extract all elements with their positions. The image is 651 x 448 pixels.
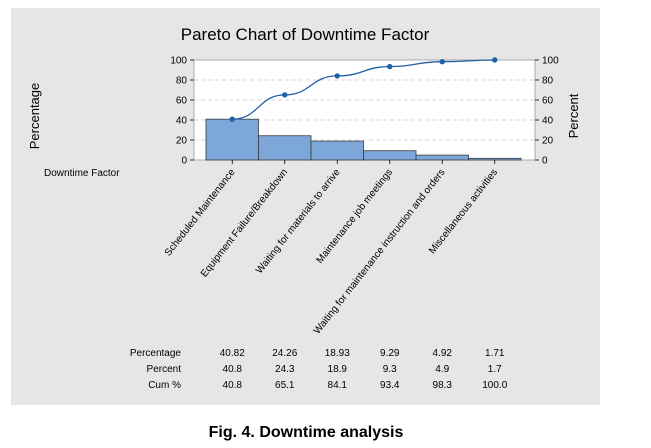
bar-3: [310, 140, 364, 161]
x-tick-label: Waiting for materials to arrive: [254, 167, 343, 276]
cumulative-point-5: [439, 59, 445, 65]
table-cell: 18.9: [328, 364, 348, 375]
y-tick-label-right: 20: [542, 136, 554, 147]
cumulative-point-4: [387, 63, 393, 70]
table-cell: 40.82: [220, 348, 245, 359]
cumulative-line: [232, 59, 495, 120]
y-tick-label-right: 100: [542, 56, 559, 67]
table-cell: 1.71: [485, 348, 505, 359]
table-row-label: Percent: [147, 364, 182, 375]
chart-panel: Pareto Chart of Downtime Factor Percenta…: [11, 8, 600, 405]
table-cell: 4.9: [435, 364, 449, 375]
table-cell: 24.26: [272, 348, 297, 359]
y-tick-label-right: 0: [542, 156, 548, 167]
cumulative-point-2: [282, 92, 288, 98]
table-cell: 9.3: [383, 364, 397, 375]
table-cell: 65.1: [275, 380, 295, 391]
bar-4: [363, 150, 417, 161]
table-cell: 84.1: [328, 380, 348, 391]
cumulative-point-1: [229, 116, 235, 122]
table-cell: 100.0: [482, 380, 507, 391]
bar-2: [258, 135, 312, 161]
y-tick-label-left: 0: [181, 156, 187, 167]
table-cell: 1.7: [488, 364, 502, 375]
figure-caption: Fig. 4. Downtime analysis: [208, 424, 404, 441]
y-tick-label-left: 20: [176, 136, 188, 147]
y-axis-label-right: Percent: [566, 93, 581, 138]
y-tick-label-right: 60: [542, 96, 554, 107]
x-axis-label: Downtime Factor: [44, 168, 120, 179]
bar-6: [468, 157, 522, 161]
table-cell: 98.3: [433, 380, 453, 391]
table-cell: 18.93: [325, 348, 350, 359]
table-cell: 40.8: [223, 364, 243, 375]
table-cell: 40.8: [223, 380, 243, 391]
bar-1: [205, 118, 259, 161]
x-tick-label: Equipment Failure/Breakdown: [199, 167, 290, 279]
y-tick-label-right: 40: [542, 116, 554, 127]
table-cell: 93.4: [380, 380, 400, 391]
table-cell: 4.92: [433, 348, 453, 359]
y-tick-label-left: 100: [170, 56, 187, 67]
pareto-chart: Pareto Chart of Downtime Factor Percenta…: [27, 25, 581, 391]
y-tick-label-left: 60: [176, 96, 188, 107]
table-row-label: Percentage: [130, 348, 182, 359]
y-tick-label-left: 80: [176, 76, 188, 87]
y-axis-label-left: Percentage: [27, 83, 42, 150]
data-table: Percentage 40.82 24.26 18.93 9.29 4.92 1.71 Per…: [130, 348, 508, 391]
table-cell: 24.3: [275, 364, 295, 375]
y-tick-label-left: 40: [176, 116, 188, 127]
table-row-label: Cum %: [148, 380, 181, 391]
y-tick-label-right: 80: [542, 76, 554, 87]
cumulative-point-3: [334, 73, 340, 79]
cumulative-point-6: [492, 57, 498, 63]
table-cell: 9.29: [380, 348, 400, 359]
bar-5: [415, 154, 469, 161]
chart-title: Pareto Chart of Downtime Factor: [181, 25, 430, 44]
